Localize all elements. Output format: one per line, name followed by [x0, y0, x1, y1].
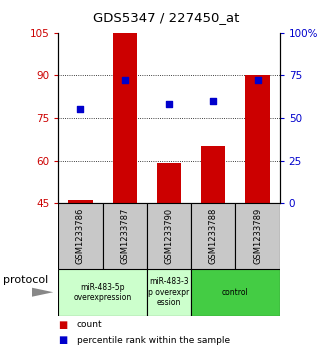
Text: GSM1233789: GSM1233789	[253, 208, 262, 264]
Text: miR-483-5p
overexpression: miR-483-5p overexpression	[74, 282, 132, 302]
Text: ■: ■	[58, 335, 68, 345]
Point	[122, 78, 128, 83]
Text: miR-483-3
p overexpr
ession: miR-483-3 p overexpr ession	[149, 277, 189, 307]
Bar	[191, 269, 280, 316]
Point	[211, 98, 216, 104]
Bar	[68, 200, 93, 203]
Bar	[191, 203, 235, 269]
Bar	[103, 203, 147, 269]
Text: control: control	[222, 288, 249, 297]
Bar	[113, 33, 137, 203]
Bar	[235, 203, 280, 269]
Text: GSM1233786: GSM1233786	[76, 208, 85, 264]
Bar	[147, 269, 191, 316]
Text: GDS5347 / 227450_at: GDS5347 / 227450_at	[93, 11, 240, 24]
Text: GSM1233787: GSM1233787	[120, 208, 129, 264]
Bar	[58, 269, 147, 316]
Text: count: count	[77, 321, 102, 329]
Point	[78, 107, 83, 113]
Point	[166, 101, 172, 107]
Bar	[147, 203, 191, 269]
Point	[255, 78, 260, 83]
Polygon shape	[32, 287, 53, 297]
Text: GSM1233788: GSM1233788	[209, 208, 218, 264]
Bar	[58, 203, 103, 269]
Bar	[245, 75, 270, 203]
Text: ■: ■	[58, 320, 68, 330]
Bar	[201, 146, 225, 203]
Text: protocol: protocol	[3, 274, 49, 285]
Text: percentile rank within the sample: percentile rank within the sample	[77, 336, 230, 344]
Text: GSM1233790: GSM1233790	[165, 208, 173, 264]
Bar	[157, 163, 181, 203]
